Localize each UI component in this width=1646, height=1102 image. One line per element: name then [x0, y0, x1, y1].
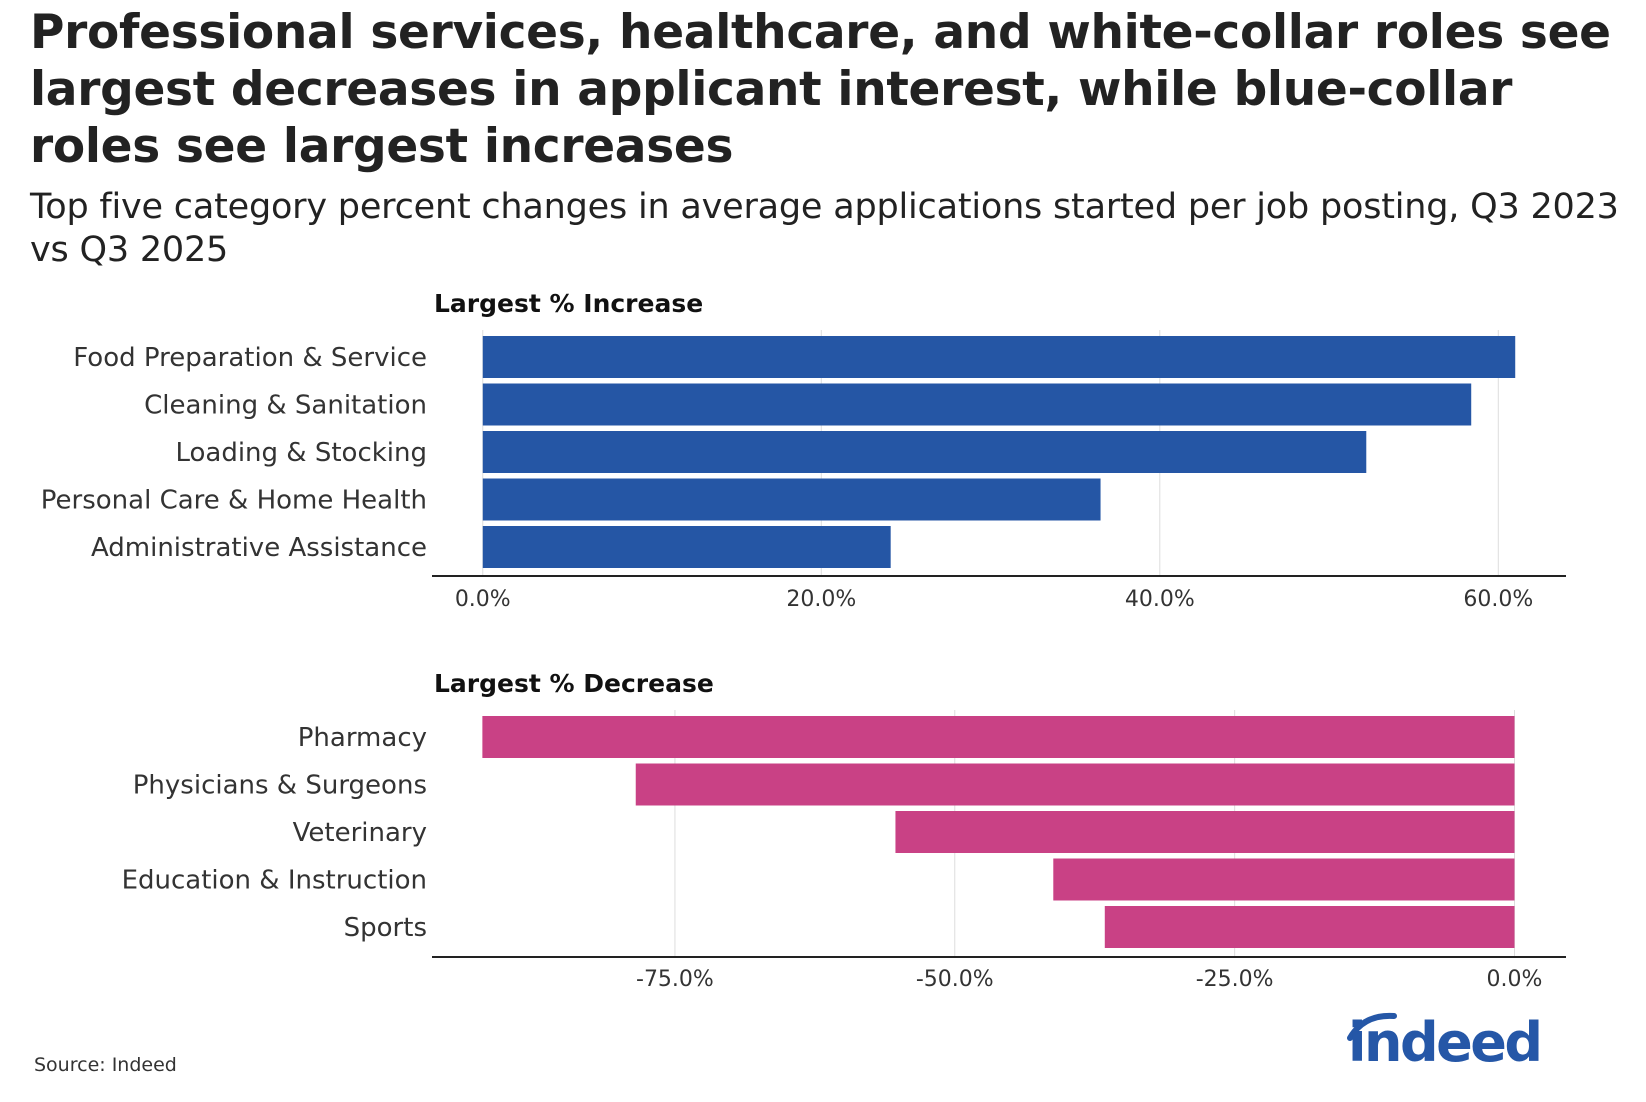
decrease-tick-label: -50.0%: [916, 967, 994, 992]
decrease-bar: [895, 811, 1515, 853]
decrease-category-label: Education & Instruction: [122, 866, 427, 896]
increase-tick-label: 60.0%: [1463, 587, 1533, 612]
increase-bar: [482, 526, 891, 568]
decrease-category-label: Sports: [344, 913, 427, 943]
increase-bar: [482, 478, 1101, 521]
decrease-tick-label: 0.0%: [1487, 967, 1543, 992]
decrease-bar: [635, 763, 1515, 806]
increase-category-label: Cleaning & Sanitation: [144, 391, 427, 421]
indeed-logo: indeed: [1336, 1008, 1546, 1082]
source-note: Source: Indeed: [34, 1054, 177, 1076]
decrease-category-label: Veterinary: [293, 818, 427, 848]
decrease-panel-title: Largest % Decrease: [434, 669, 714, 698]
increase-bar: [482, 431, 1367, 473]
increase-tick-label: 20.0%: [786, 587, 856, 612]
chart-title: Professional services, healthcare, and w…: [30, 5, 1611, 174]
increase-panel-title: Largest % Increase: [434, 289, 703, 318]
increase-tick-label: 0.0%: [455, 587, 511, 612]
chart-subtitle: Top five category percent changes in ave…: [30, 187, 1619, 270]
decrease-tick-label: -75.0%: [636, 967, 714, 992]
decrease-bar: [482, 716, 1515, 758]
increase-bar: [482, 336, 1516, 378]
increase-category-label: Administrative Assistance: [91, 533, 427, 563]
decrease-category-label: Pharmacy: [298, 723, 427, 753]
logo-wordmark: indeed: [1348, 1011, 1543, 1074]
decrease-category-label: Physicians & Surgeons: [133, 771, 427, 801]
increase-category-label: Food Preparation & Service: [73, 343, 427, 373]
decrease-bar: [1104, 906, 1515, 948]
increase-category-label: Loading & Stocking: [175, 438, 427, 468]
increase-bar: [482, 383, 1472, 426]
decrease-tick-label: -25.0%: [1196, 967, 1274, 992]
increase-category-label: Personal Care & Home Health: [41, 486, 427, 516]
increase-tick-label: 40.0%: [1125, 587, 1195, 612]
logo-arc-icon: [1347, 1012, 1397, 1041]
decrease-bar: [1053, 858, 1515, 901]
